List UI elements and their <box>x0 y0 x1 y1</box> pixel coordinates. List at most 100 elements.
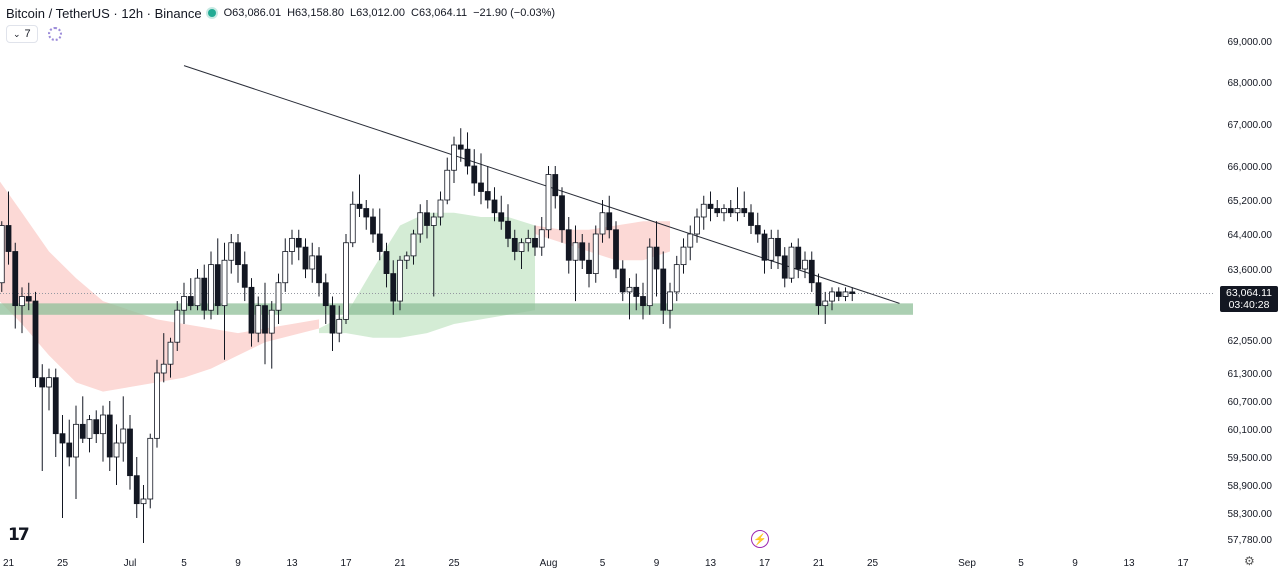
candle <box>511 229 518 261</box>
candle <box>802 251 808 279</box>
candle <box>532 225 538 256</box>
candle <box>417 204 424 243</box>
candle <box>19 287 25 334</box>
candle <box>538 217 545 256</box>
candle <box>464 132 471 175</box>
x-tick-label: 5 <box>600 558 606 569</box>
symbol-title[interactable]: Bitcoin / TetherUS · 12h · Binance <box>6 5 202 21</box>
candle-body <box>174 309 181 343</box>
candle-body <box>343 242 349 320</box>
x-tick-label: 9 <box>235 558 241 569</box>
candle-body <box>748 212 754 226</box>
lightning-icon[interactable]: ⚡ <box>751 530 769 548</box>
high-value: H63,158.80 <box>287 7 344 19</box>
candle <box>403 251 410 269</box>
candle <box>302 238 309 279</box>
candle-body <box>572 242 579 261</box>
candle-body <box>181 296 187 311</box>
candle <box>66 419 73 467</box>
candle-body <box>849 291 856 294</box>
candle <box>113 424 120 485</box>
candle <box>829 287 835 311</box>
candle-body <box>768 237 775 261</box>
x-tick-label: 13 <box>1123 558 1135 569</box>
candle-body <box>640 296 646 307</box>
candle-body <box>741 208 748 214</box>
candle <box>120 396 127 462</box>
candle-body <box>464 148 471 167</box>
candle-body <box>228 242 235 261</box>
candle <box>727 200 734 217</box>
candle-body <box>781 255 788 279</box>
candle-body <box>268 309 275 334</box>
candle-body <box>275 282 282 311</box>
gear-icon[interactable]: ⚙ <box>1244 554 1255 568</box>
tradingview-logo-icon[interactable]: 17 <box>8 525 30 545</box>
candle <box>93 410 100 443</box>
candle-body <box>606 212 613 231</box>
candle <box>687 225 694 261</box>
candle-body <box>295 237 302 248</box>
candle-body <box>680 246 687 266</box>
candle-body <box>498 212 505 222</box>
candle <box>363 200 370 230</box>
candle <box>336 305 343 343</box>
y-tick-label: 62,050.00 <box>1228 336 1273 347</box>
candle-body <box>586 259 592 274</box>
indicators-toggle-button[interactable]: ⌄ 7 <box>6 25 38 43</box>
y-tick-label: 69,000.00 <box>1228 37 1273 48</box>
trendline[interactable] <box>183 65 900 304</box>
last-price-value: 63,064.11 <box>1226 287 1272 299</box>
y-tick-label: 65,200.00 <box>1228 196 1273 207</box>
candle <box>437 191 444 226</box>
candle-body <box>194 277 201 307</box>
support-zone[interactable] <box>0 303 913 315</box>
candle-body <box>214 264 221 307</box>
candle-body <box>187 296 194 307</box>
y-tick-label: 67,000.00 <box>1228 120 1273 131</box>
candle-body <box>356 203 363 209</box>
candle-body <box>93 419 100 435</box>
candle <box>660 251 667 324</box>
x-tick-label: 5 <box>1018 558 1024 569</box>
candle-body <box>86 419 93 439</box>
candle-body <box>329 305 336 334</box>
candle <box>484 166 491 209</box>
candle <box>633 273 640 311</box>
candle <box>329 296 336 351</box>
candle-body <box>59 433 66 444</box>
x-tick-label: 9 <box>1072 558 1078 569</box>
candle <box>343 234 349 324</box>
candle-body <box>491 199 498 214</box>
candle-body <box>599 212 606 235</box>
candle-body <box>667 291 673 311</box>
candle-body <box>336 318 343 334</box>
bearish-cloud <box>0 181 319 392</box>
candle-body <box>457 144 464 150</box>
candle <box>842 287 849 302</box>
x-tick-label: 21 <box>394 558 406 569</box>
candle-body <box>376 233 383 252</box>
candle <box>491 187 498 222</box>
candle <box>322 273 329 324</box>
candle-body <box>160 363 167 374</box>
x-tick-label: 13 <box>286 558 298 569</box>
y-tick-label: 61,300.00 <box>1228 369 1273 380</box>
x-tick-label: 13 <box>705 558 717 569</box>
candle <box>241 251 248 302</box>
time-axis: 21 25 Jul 5 9 13 17 21 25 Aug 5 9 13 17 21 25 Sep 5 9 13 17 <box>3 558 1189 569</box>
y-tick-label: 59,500.00 <box>1228 453 1273 464</box>
candle-body <box>633 286 640 297</box>
candle-body <box>437 199 444 218</box>
candle <box>586 242 592 288</box>
candle-body <box>660 268 667 311</box>
candle-body <box>106 414 113 458</box>
candle <box>754 212 761 243</box>
last-price-tag: 63,064.11 03:40:28 <box>1220 286 1278 312</box>
candle <box>815 273 822 315</box>
candle-body <box>707 203 714 209</box>
candle <box>262 282 268 365</box>
candle <box>498 195 505 230</box>
candle-body <box>113 442 120 458</box>
